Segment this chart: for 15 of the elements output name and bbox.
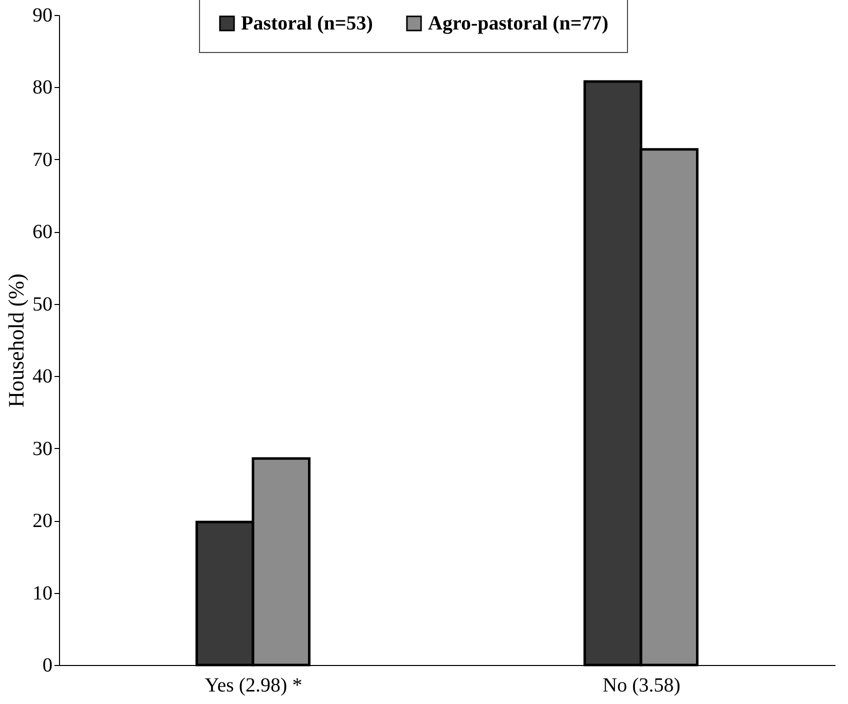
y-tick-label: 0 xyxy=(42,654,52,676)
legend-label: Pastoral (n=53) xyxy=(241,12,373,34)
x-tick-label: No (3.58) xyxy=(602,674,680,696)
x-tick-label: Yes (2.98) * xyxy=(204,674,302,696)
y-tick-label: 80 xyxy=(32,76,52,99)
y-tick-label: 40 xyxy=(32,366,52,388)
y-axis-title: Household (%) xyxy=(4,274,28,408)
y-tick-label: 70 xyxy=(32,148,52,171)
legend-label: Agro-pastoral (n=77) xyxy=(428,12,608,34)
y-tick-label: 20 xyxy=(32,510,52,532)
y-tick-label: 30 xyxy=(32,438,52,460)
y-tick-label: 90 xyxy=(32,4,52,26)
y-tick-label: 50 xyxy=(32,293,52,316)
y-tick-label: 10 xyxy=(32,582,52,604)
y-tick-label: 60 xyxy=(32,221,52,244)
